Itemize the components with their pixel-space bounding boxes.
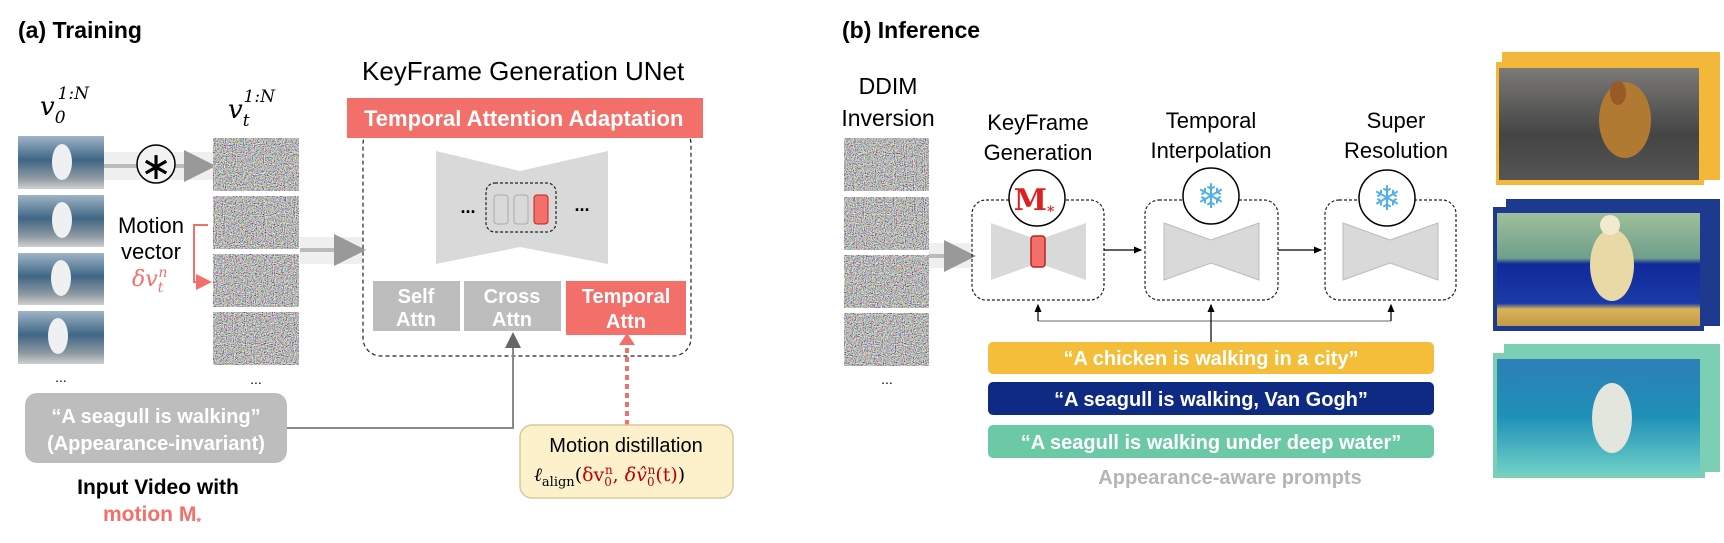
output-video-van-gogh bbox=[1493, 199, 1720, 331]
frozen-glyph: ❄ bbox=[1373, 180, 1402, 218]
input-video-frames bbox=[18, 136, 104, 364]
svg-text:Cross: Cross bbox=[484, 286, 541, 308]
motion-vector-label: Motion bbox=[118, 213, 184, 238]
noisy-frame bbox=[213, 138, 299, 191]
motion-vector-bracket bbox=[193, 224, 212, 290]
unet-title: KeyFrame Generation UNet bbox=[362, 56, 685, 86]
unet-shape bbox=[1163, 222, 1260, 281]
layer-group bbox=[485, 182, 557, 233]
stage-interpolation-label: Temporal bbox=[1166, 108, 1256, 133]
adaptation-header bbox=[347, 98, 703, 138]
vt-label: vt1:N bbox=[228, 87, 276, 131]
distillation-arrowhead bbox=[619, 333, 635, 345]
frames-ellipsis: ... bbox=[55, 369, 67, 385]
temporal-layer-block bbox=[1030, 235, 1046, 268]
layers-ellipsis: ... bbox=[574, 195, 589, 215]
svg-text:Attn: Attn bbox=[606, 311, 646, 333]
motion-badge-text: M* bbox=[1014, 183, 1055, 220]
frozen-glyph: ❄ bbox=[1197, 178, 1226, 216]
prompt-seagull-van-gogh: “A seagull is walking, Van Gogh” bbox=[988, 382, 1434, 415]
noise-frame bbox=[844, 313, 929, 366]
noise-frame bbox=[844, 255, 929, 308]
svg-text:“A seagull is walking under de: “A seagull is walking under deep water” bbox=[1021, 432, 1401, 454]
v0-label: v01:N bbox=[40, 84, 90, 128]
snowflake-icon bbox=[1358, 169, 1416, 227]
svg-text:Temporal: Temporal bbox=[582, 286, 671, 308]
adaptation-label: Temporal Attention Adaptation bbox=[364, 106, 683, 131]
svg-text:“A seagull is walking, Van Gog: “A seagull is walking, Van Gogh” bbox=[1054, 389, 1368, 411]
ddim-label: Inversion bbox=[841, 105, 934, 131]
motion-badge bbox=[1008, 169, 1066, 227]
noisy-frames bbox=[213, 138, 299, 365]
stage-super-resolution-label: Super bbox=[1367, 108, 1426, 133]
inference-title: (b) Inference bbox=[842, 17, 980, 43]
convolution-icon bbox=[136, 144, 176, 184]
svg-text:“A chicken is walking in a cit: “A chicken is walking in a city” bbox=[1064, 348, 1359, 370]
layer-block bbox=[493, 194, 509, 225]
layer-block bbox=[513, 194, 529, 225]
svg-text:Attn: Attn bbox=[396, 309, 436, 331]
noisy-frame bbox=[213, 312, 299, 365]
prompt-chicken-city: “A chicken is walking in a city” bbox=[988, 342, 1434, 374]
svg-text:Attn: Attn bbox=[492, 309, 532, 331]
stage-interpolation-label: Interpolation bbox=[1150, 138, 1271, 163]
ddim-label: DDIM bbox=[859, 73, 918, 99]
inverted-noise-frames bbox=[844, 138, 929, 366]
temporal-layer-block bbox=[533, 194, 549, 225]
prompt-to-cross-attn-arrow bbox=[287, 332, 521, 429]
noise-ellipsis: ... bbox=[881, 371, 893, 387]
appearance-invariant-prompt bbox=[25, 393, 287, 463]
attention-block-self: Self Attn bbox=[373, 281, 460, 331]
video-frame bbox=[18, 136, 104, 189]
prompt-subtext: (Appearance-invariant) bbox=[47, 433, 265, 455]
noise-frame bbox=[844, 197, 929, 250]
video-frame bbox=[18, 253, 104, 305]
unet-shape bbox=[1342, 222, 1439, 281]
input-caption: Input Video with bbox=[77, 476, 239, 499]
snowflake-icon bbox=[1182, 167, 1240, 225]
attention-block-cross: Cross Attn bbox=[464, 281, 561, 331]
noisy-frame bbox=[213, 196, 299, 249]
attention-block-temporal: Temporal Attn bbox=[566, 281, 686, 335]
stage-keyframe-label: KeyFrame bbox=[987, 110, 1088, 135]
prompt-seagull-deep-water: “A seagull is walking under deep water” bbox=[988, 425, 1434, 458]
motion-caption: motion M* bbox=[103, 503, 201, 529]
prompt-text: “A seagull is walking” bbox=[51, 406, 260, 428]
noisy-frame bbox=[213, 254, 299, 307]
output-video-chicken bbox=[1496, 52, 1720, 185]
prompts-caption: Appearance-aware prompts bbox=[1098, 467, 1361, 489]
distillation-title: Motion distillation bbox=[549, 435, 702, 457]
training-title: (a) Training bbox=[18, 17, 142, 43]
video-frame bbox=[18, 311, 104, 364]
output-video-underwater bbox=[1493, 344, 1720, 478]
video-frame bbox=[18, 195, 104, 247]
convolve-symbol: ∗ bbox=[140, 146, 172, 188]
noise-frame bbox=[844, 138, 929, 191]
delta-v-label: δvtn bbox=[132, 265, 167, 296]
motion-distillation-box bbox=[519, 424, 734, 499]
noisy-ellipsis: ... bbox=[250, 371, 262, 387]
prompt-conditioning-lines bbox=[1034, 303, 1395, 342]
stage-keyframe-label: Generation bbox=[984, 140, 1093, 165]
motion-vector-label: vector bbox=[121, 239, 181, 264]
stage-super-resolution-label: Resolution bbox=[1344, 138, 1448, 163]
alignment-loss: ℓalign(δv0n, δv̂0n(t)) bbox=[534, 463, 685, 490]
layers-ellipsis: ... bbox=[460, 197, 475, 217]
unet-container bbox=[362, 125, 692, 357]
svg-text:Self: Self bbox=[398, 286, 435, 308]
